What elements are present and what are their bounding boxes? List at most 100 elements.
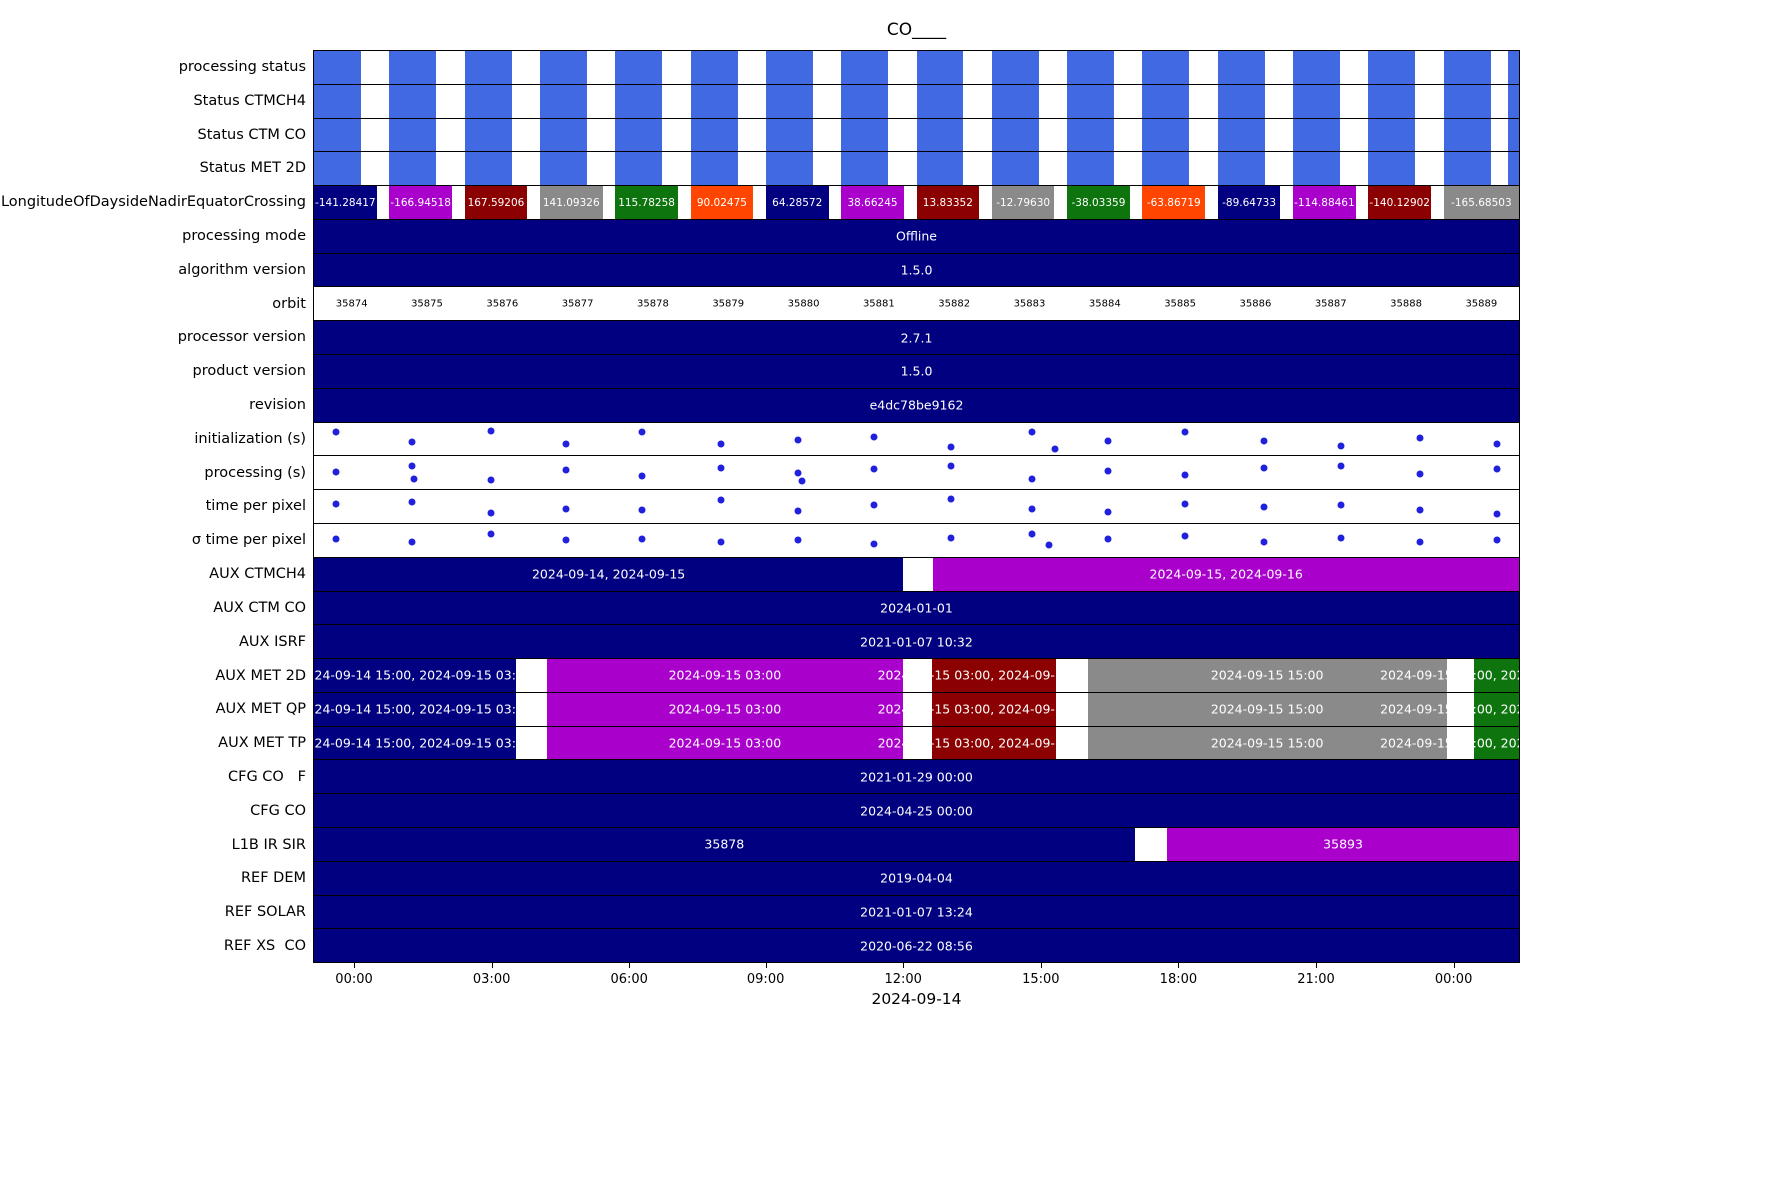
timeline-segment xyxy=(1087,692,1447,726)
orbit-number: 35886 xyxy=(1239,298,1272,310)
x-tick-label: 12:00 xyxy=(884,972,922,987)
timeline-segment xyxy=(1217,118,1265,152)
data-point xyxy=(487,509,495,517)
timeline-segment xyxy=(1293,186,1356,219)
x-tick-label: 03:00 xyxy=(472,972,511,987)
data-point xyxy=(1104,535,1112,543)
data-point xyxy=(794,436,802,444)
x-tick-label: 06:00 xyxy=(610,972,648,987)
timeline-segment xyxy=(539,84,587,118)
timeline-segment xyxy=(464,186,528,219)
row-aux-ctmch4: 2024-09-14, 2024-09-15 2024-09-15, 2024-0… xyxy=(314,557,1519,592)
timeline-segment xyxy=(765,152,813,186)
timeline-segment xyxy=(841,51,889,84)
timeline-segment xyxy=(690,152,738,186)
data-point xyxy=(870,433,878,441)
timeline-segment xyxy=(841,84,889,118)
timeline-segment xyxy=(1474,659,1519,692)
timeline-segment xyxy=(314,659,517,692)
row-algorithm-version: 1.5.0 xyxy=(314,253,1519,288)
timeline-segment xyxy=(690,51,738,84)
timeline-segment xyxy=(991,51,1039,84)
timeline-segment xyxy=(314,219,1519,253)
timeline-segment xyxy=(1293,152,1341,186)
row-label-processing-mode: processing mode xyxy=(182,227,306,244)
row-ref-dem: 2019-04-04 xyxy=(314,861,1519,896)
row-label-ref-solar: REF SOLAR xyxy=(224,904,306,921)
row-revision: e4dc78be9162 xyxy=(314,388,1519,423)
row-l1b-ir-sir: 35878 35893 xyxy=(314,827,1519,862)
data-point xyxy=(717,464,725,472)
timeline-segment xyxy=(1142,152,1190,186)
data-point xyxy=(1493,536,1501,544)
timeline-segment xyxy=(841,186,904,219)
timeline-segment xyxy=(1087,726,1447,760)
timeline-segment xyxy=(314,186,377,219)
row-labels-axis: processing status Status CTMCH4 Status CTM… xyxy=(0,50,306,963)
row-status-ctm-co xyxy=(314,118,1519,153)
row-longitudeofdaysidenadirequatorcrossing: -141.28417 -166.94518 167.59206 141.09326 11… xyxy=(314,186,1519,220)
x-axis: 00:00 03:00 06:00 09:00 12:00 15:00 18:00 21:00… xyxy=(313,963,1520,1003)
data-point xyxy=(870,540,878,548)
timeline-segment xyxy=(932,726,1057,760)
orbit-number: 35874 xyxy=(335,298,368,310)
timeline-segment xyxy=(1474,726,1519,760)
x-tick-mark xyxy=(629,963,631,968)
timeline-segment xyxy=(991,186,1055,219)
timeline-segment xyxy=(539,152,587,186)
timeline-segment xyxy=(1508,152,1519,186)
timeline-segment xyxy=(546,659,904,692)
orbit-number: 35881 xyxy=(862,298,895,310)
timeline-segment xyxy=(1293,51,1341,84)
data-point xyxy=(332,500,340,508)
data-point xyxy=(1181,428,1189,436)
data-point xyxy=(487,476,495,484)
data-point xyxy=(717,496,725,504)
row-label-processing-status: processing status xyxy=(178,58,306,75)
row-product-version: 1.5.0 xyxy=(314,355,1519,389)
x-tick-label: 21:00 xyxy=(1297,972,1335,987)
data-point xyxy=(1104,437,1112,445)
orbit-number: 35880 xyxy=(787,298,820,310)
timeline-segment xyxy=(546,726,904,760)
data-point xyxy=(408,498,416,506)
timeline-segment xyxy=(1217,152,1265,186)
row-label-aux-met-tp: AUX MET TP xyxy=(218,735,306,752)
timeline-segment xyxy=(1217,51,1265,84)
timeline-segment xyxy=(765,186,829,219)
data-point xyxy=(794,469,802,477)
data-point xyxy=(1260,503,1268,511)
timeline-segment xyxy=(916,152,964,186)
timeline-segment xyxy=(314,51,361,84)
orbit-number: 35882 xyxy=(938,298,971,310)
timeline-segment xyxy=(314,321,1519,355)
data-point xyxy=(1337,534,1345,542)
data-point xyxy=(487,530,495,538)
timeline-segment xyxy=(1142,84,1190,118)
data-point xyxy=(1260,464,1268,472)
x-tick-mark xyxy=(1178,963,1180,968)
timeline-segment xyxy=(1443,84,1491,118)
row-label-processor-version: processor version xyxy=(177,329,306,346)
row-label-time-per-pixel: σ time per pixel xyxy=(191,532,306,549)
timeline-segment xyxy=(916,118,964,152)
data-point xyxy=(1416,506,1424,514)
data-point xyxy=(487,427,495,435)
timeline-segment xyxy=(314,760,1519,794)
data-point xyxy=(410,475,418,483)
timeline-segment xyxy=(1474,692,1519,726)
timeline-segment xyxy=(841,152,889,186)
row-label-processing-s: processing (s) xyxy=(204,464,306,481)
data-point xyxy=(1028,428,1036,436)
orbit-number: 35887 xyxy=(1314,298,1347,310)
chart-title: CO____ xyxy=(886,20,947,40)
timeline-segment xyxy=(932,692,1057,726)
timeline-segment xyxy=(389,118,437,152)
timeline-segment xyxy=(1167,827,1519,861)
data-point xyxy=(638,535,646,543)
timeline-segment xyxy=(1067,51,1115,84)
data-point xyxy=(1028,530,1036,538)
x-tick-label: 09:00 xyxy=(746,972,785,987)
data-point xyxy=(1051,445,1059,453)
